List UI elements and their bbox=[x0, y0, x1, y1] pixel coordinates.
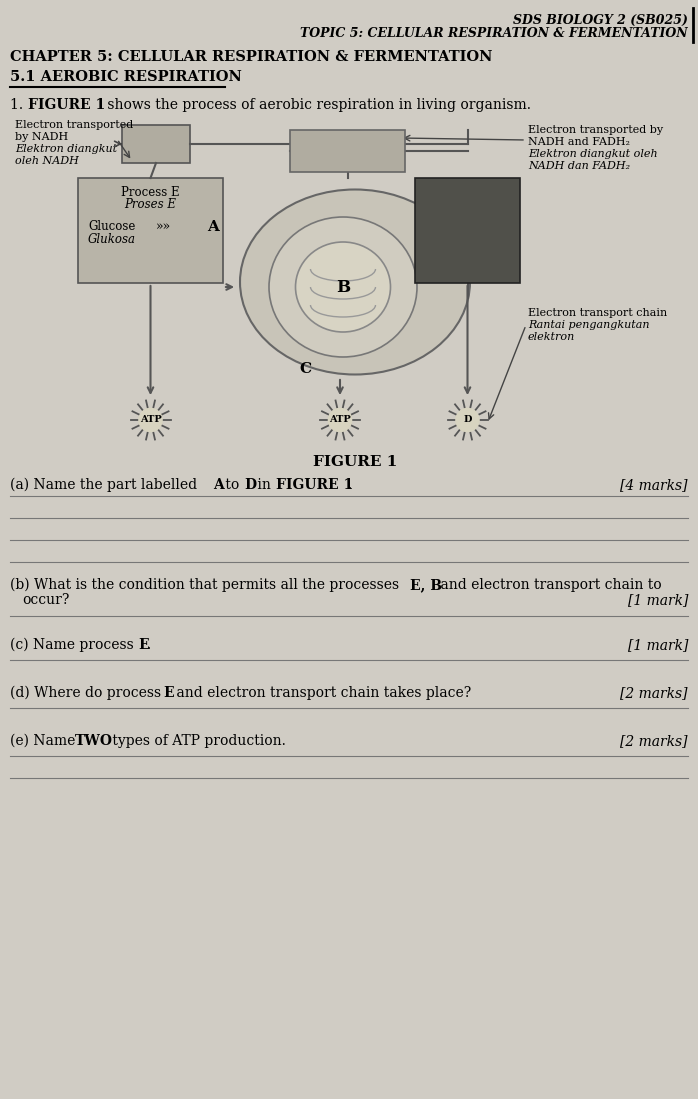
Text: (b) What is the condition that permits all the processes: (b) What is the condition that permits a… bbox=[10, 578, 403, 592]
Text: (d) Where do process: (d) Where do process bbox=[10, 686, 165, 700]
Text: CHAPTER 5: CELLULAR RESPIRATION & FERMENTATION: CHAPTER 5: CELLULAR RESPIRATION & FERMEN… bbox=[10, 49, 493, 64]
Ellipse shape bbox=[295, 242, 390, 332]
Text: TOPIC 5: CELLULAR RESPIRATION & FERMENTATION: TOPIC 5: CELLULAR RESPIRATION & FERMENTA… bbox=[300, 27, 688, 40]
Text: Elektron diangkut: Elektron diangkut bbox=[15, 144, 117, 154]
Text: to: to bbox=[221, 478, 244, 492]
Text: [2 marks]: [2 marks] bbox=[621, 734, 688, 748]
Text: (e) Name: (e) Name bbox=[10, 734, 80, 748]
Text: and electron transport chain to: and electron transport chain to bbox=[436, 578, 662, 592]
FancyBboxPatch shape bbox=[415, 178, 520, 284]
Text: Electron transported by: Electron transported by bbox=[528, 125, 663, 135]
Text: C: C bbox=[299, 362, 311, 376]
Text: E: E bbox=[163, 686, 174, 700]
Text: Rantai pengangkutan: Rantai pengangkutan bbox=[528, 320, 650, 330]
Circle shape bbox=[328, 409, 352, 432]
Text: ATP: ATP bbox=[329, 415, 351, 424]
Text: occur?: occur? bbox=[22, 593, 69, 607]
Circle shape bbox=[139, 409, 162, 432]
Text: TWO: TWO bbox=[75, 734, 113, 748]
Text: (c) Name process: (c) Name process bbox=[10, 639, 138, 653]
Text: in: in bbox=[253, 478, 275, 492]
Text: D: D bbox=[244, 478, 256, 492]
Text: 5.1 AEROBIC RESPIRATION: 5.1 AEROBIC RESPIRATION bbox=[10, 70, 242, 84]
FancyBboxPatch shape bbox=[122, 125, 190, 163]
Text: B: B bbox=[336, 278, 350, 296]
Text: Electron transport chain: Electron transport chain bbox=[528, 308, 667, 318]
Text: [1 mark]: [1 mark] bbox=[628, 639, 688, 652]
Text: »»: »» bbox=[156, 220, 171, 233]
Text: E: E bbox=[138, 639, 149, 652]
Text: elektron: elektron bbox=[528, 332, 575, 342]
Text: FIGURE 1: FIGURE 1 bbox=[276, 478, 353, 492]
Text: SDS BIOLOGY 2 (SB025): SDS BIOLOGY 2 (SB025) bbox=[513, 14, 688, 27]
Text: oleh NADH: oleh NADH bbox=[15, 156, 79, 166]
Text: NADH dan FADH₂: NADH dan FADH₂ bbox=[528, 160, 630, 171]
Text: NADH and FADH₂: NADH and FADH₂ bbox=[528, 137, 630, 147]
Text: FIGURE 1: FIGURE 1 bbox=[313, 455, 397, 469]
Text: [4 marks]: [4 marks] bbox=[621, 478, 688, 492]
Text: 1.: 1. bbox=[10, 98, 32, 112]
Ellipse shape bbox=[240, 189, 470, 375]
Text: shows the process of aerobic respiration in living organism.: shows the process of aerobic respiration… bbox=[103, 98, 531, 112]
Text: by NADH: by NADH bbox=[15, 132, 68, 142]
Text: FIGURE 1: FIGURE 1 bbox=[28, 98, 105, 112]
Text: A: A bbox=[213, 478, 224, 492]
Text: A: A bbox=[207, 220, 219, 234]
Text: types of ATP production.: types of ATP production. bbox=[108, 734, 286, 748]
Text: Glukosa: Glukosa bbox=[88, 233, 136, 246]
Text: Process E: Process E bbox=[121, 186, 180, 199]
Text: E, B: E, B bbox=[410, 578, 442, 592]
Text: .: . bbox=[348, 478, 352, 492]
Text: and electron transport chain takes place?: and electron transport chain takes place… bbox=[172, 686, 471, 700]
Text: Glucose: Glucose bbox=[88, 220, 135, 233]
Text: Electron transported: Electron transported bbox=[15, 120, 133, 130]
Text: ATP: ATP bbox=[140, 415, 161, 424]
Text: .: . bbox=[147, 639, 151, 652]
Text: (a) Name the part labelled: (a) Name the part labelled bbox=[10, 478, 202, 492]
Ellipse shape bbox=[269, 217, 417, 357]
FancyBboxPatch shape bbox=[78, 178, 223, 284]
Text: [2 marks]: [2 marks] bbox=[621, 686, 688, 700]
Text: Proses E: Proses E bbox=[124, 198, 177, 211]
Circle shape bbox=[456, 409, 479, 432]
FancyBboxPatch shape bbox=[290, 130, 405, 173]
Text: Elektron diangkut oleh: Elektron diangkut oleh bbox=[528, 149, 658, 159]
Text: D: D bbox=[463, 415, 472, 424]
Text: [1 mark]: [1 mark] bbox=[628, 593, 688, 607]
